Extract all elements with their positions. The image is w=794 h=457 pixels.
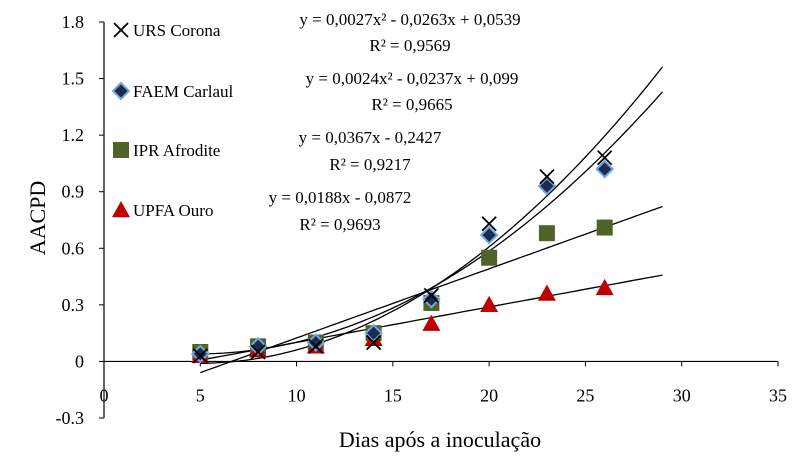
legend-marker-1 [111, 81, 131, 101]
legend: URS Corona FAEM Carlaul IPR Afrodite UPFA O… [111, 21, 234, 220]
y-tick-label: -0.3 [56, 408, 85, 428]
trendlines [200, 66, 664, 374]
data-point-2 [538, 225, 555, 242]
data-point-1 [595, 159, 615, 179]
data-point-1 [537, 176, 557, 196]
legend-label: IPR Afrodite [133, 141, 220, 160]
data-point-1 [248, 336, 268, 356]
y-axis-title: AACPD [25, 181, 50, 256]
data-point-2 [481, 249, 498, 266]
data-points [190, 150, 615, 364]
data-point-3 [422, 314, 441, 331]
y-tick-label: 1.8 [62, 12, 85, 32]
data-point-0 [250, 344, 266, 360]
r-squared-label: R² = 0,9693 [299, 215, 380, 234]
data-point-0 [192, 348, 208, 364]
x-tick-label: 5 [196, 385, 205, 405]
x-ticks: 0 5 10 15 20 25 30 35 [100, 361, 787, 405]
y-tick-label: 0.6 [62, 238, 85, 258]
data-point-3 [480, 295, 499, 313]
data-point-3 [595, 278, 614, 296]
x-tick-label: 10 [288, 385, 306, 405]
trendline-equation: y = 0,0027x² - 0,0263x + 0,0539 [299, 10, 520, 29]
data-point-0 [365, 334, 382, 351]
data-point-0 [481, 216, 497, 232]
data-point-3 [537, 284, 556, 301]
data-point-1 [364, 323, 384, 343]
trendline-2 [200, 205, 663, 374]
y-tick-label: 1.5 [62, 69, 85, 89]
x-tick-label: 35 [769, 385, 787, 405]
trendline-equation: y = 0,0024x² - 0,0237x + 0,099 [306, 69, 519, 88]
data-point-0 [597, 150, 613, 166]
y-tick-label: 0 [75, 351, 84, 371]
data-point-1 [479, 225, 499, 245]
x-tick-label: 0 [100, 385, 109, 405]
data-point-1 [421, 289, 441, 309]
data-point-0 [423, 287, 440, 304]
legend-marker-0 [113, 22, 129, 38]
data-point-0 [308, 338, 324, 354]
equations: y = 0,0027x² - 0,0263x + 0,0539 R² = 0,95… [269, 10, 521, 234]
x-axis-title: Dias após a inoculação [339, 427, 541, 452]
legend-label: UPFA Ouro [133, 201, 213, 220]
y-tick-label: 0.3 [62, 295, 85, 315]
data-point-2 [596, 219, 613, 236]
y-tick-label: 0.9 [62, 182, 85, 202]
legend-label: URS Corona [133, 21, 221, 40]
x-tick-label: 30 [673, 385, 691, 405]
y-ticks: -0.3 0 0.3 0.6 0.9 1.2 1.5 1.8 [56, 12, 104, 428]
legend-marker-3 [112, 201, 130, 218]
axes: 0 5 10 15 20 25 30 35 -0.3 0 0.3 0.6 0.9 1.2 1.5 1.8 [56, 12, 788, 428]
trendline-equation: y = 0,0188x - 0,0872 [269, 188, 412, 207]
r-squared-label: R² = 0,9217 [329, 155, 411, 174]
x-tick-label: 15 [384, 385, 402, 405]
x-tick-label: 25 [576, 385, 594, 405]
r-squared-label: R² = 0,9665 [371, 95, 452, 114]
x-tick-label: 20 [480, 385, 498, 405]
legend-label: FAEM Carlaul [133, 82, 234, 101]
y-tick-label: 1.2 [62, 125, 85, 145]
data-point-0 [539, 168, 555, 185]
trendline-equation: y = 0,0367x - 0,2427 [299, 128, 442, 147]
r-squared-label: R² = 0,9569 [369, 36, 450, 55]
legend-marker-2 [113, 142, 129, 158]
